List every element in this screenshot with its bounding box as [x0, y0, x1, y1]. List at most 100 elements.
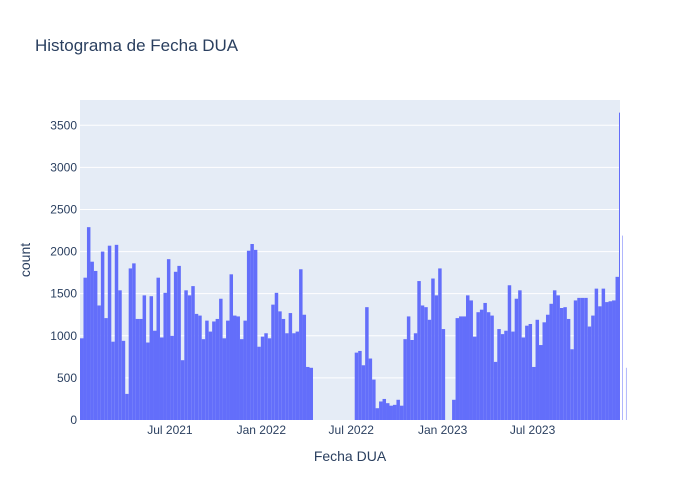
- histogram-bar: [299, 269, 303, 420]
- histogram-bar: [608, 301, 613, 420]
- histogram-bar: [615, 276, 620, 420]
- histogram-bar: [121, 340, 126, 420]
- histogram-bar: [191, 286, 195, 420]
- histogram-bar: [104, 318, 108, 420]
- histogram-bar: [601, 288, 606, 420]
- histogram-bar: [281, 318, 286, 420]
- histogram-bar: [86, 227, 91, 420]
- histogram-bar: [396, 399, 400, 420]
- histogram-bar: [180, 360, 185, 420]
- histogram-bar: [535, 319, 540, 420]
- histogram-bar: [358, 350, 362, 420]
- histogram-bar: [389, 405, 393, 420]
- histogram-bar: [111, 341, 115, 420]
- histogram-bar: [208, 331, 213, 420]
- histogram-bar: [594, 288, 599, 420]
- histogram-bar: [573, 300, 578, 420]
- histogram-bar: [379, 401, 383, 420]
- histogram-bar: [233, 315, 237, 420]
- histogram-bar: [577, 297, 581, 420]
- histogram-bar: [479, 309, 484, 420]
- histogram-bar: [142, 295, 147, 420]
- histogram-bar: [93, 270, 98, 420]
- histogram-bar: [539, 345, 543, 420]
- histogram-bar: [622, 235, 623, 420]
- histogram-bar: [500, 334, 505, 420]
- histogram-bar: [434, 295, 439, 420]
- y-tick-label: 1500: [50, 287, 77, 301]
- chart-title: Histograma de Fecha DUA: [35, 36, 239, 55]
- histogram-bar: [587, 326, 592, 420]
- histogram-bar: [205, 320, 209, 420]
- histogram-bar: [226, 320, 230, 420]
- histogram-bar: [514, 298, 519, 420]
- y-tick-label: 3000: [50, 160, 77, 174]
- y-tick-label: 1000: [50, 329, 77, 343]
- histogram-bar: [236, 316, 240, 420]
- histogram-bar: [292, 333, 296, 420]
- histogram-bar: [354, 352, 359, 420]
- histogram-bar: [507, 285, 512, 420]
- histogram-bar: [163, 292, 167, 420]
- histogram-bar: [521, 337, 526, 420]
- histogram-bar: [90, 261, 94, 420]
- x-tick-label: Jul 2023: [510, 423, 556, 437]
- histogram-bar: [107, 245, 112, 420]
- histogram-bar: [97, 305, 101, 420]
- histogram-bar: [156, 277, 160, 420]
- histogram-bar: [559, 308, 564, 420]
- histogram-bar: [114, 244, 119, 420]
- histogram-bar: [486, 312, 491, 420]
- histogram-bar: [222, 338, 227, 420]
- histogram-bar: [128, 268, 133, 420]
- histogram-bar: [612, 300, 616, 420]
- histogram-bar: [490, 315, 494, 420]
- histogram-bar: [580, 297, 585, 420]
- histogram-bar: [173, 271, 178, 420]
- histogram-bar: [406, 316, 411, 420]
- histogram-bar: [392, 404, 397, 420]
- histogram-bar: [403, 339, 407, 420]
- histogram-bar: [246, 250, 251, 420]
- histogram-bar: [511, 331, 515, 420]
- histogram-bar: [257, 346, 261, 420]
- y-axis-title: count: [17, 243, 33, 277]
- histogram-bar: [431, 278, 435, 420]
- histogram-bar: [243, 320, 247, 420]
- histogram-bar: [497, 329, 501, 420]
- histogram-bar: [285, 333, 289, 420]
- histogram-bar: [253, 249, 258, 420]
- y-tick-label: 2500: [50, 202, 77, 216]
- histogram-bar: [417, 281, 421, 420]
- histogram-bar: [552, 290, 557, 420]
- histogram-bar: [80, 338, 84, 420]
- histogram-bar: [472, 336, 477, 420]
- y-tick-label: 500: [57, 371, 77, 385]
- histogram-bar: [413, 333, 418, 420]
- histogram-bar: [420, 305, 425, 420]
- histogram-bar: [375, 408, 380, 420]
- histogram-bars: [80, 112, 627, 420]
- histogram-bar: [159, 337, 164, 420]
- histogram-bar: [260, 336, 265, 420]
- histogram-bar: [605, 302, 609, 420]
- x-tick-labels: Jul 2021 Jan 2022 Jul 2022 Jan 2023 Jul 2023: [147, 423, 555, 437]
- x-tick-label: Jan 2022: [237, 423, 287, 437]
- x-axis-title: Fecha DUA: [314, 448, 387, 464]
- histogram-bar: [215, 318, 220, 420]
- histogram-bar: [125, 393, 129, 420]
- histogram-bar: [368, 358, 373, 420]
- histogram-bar: [438, 268, 442, 420]
- histogram-bar: [525, 325, 529, 420]
- histogram-bar: [566, 318, 571, 420]
- histogram-bar: [194, 313, 199, 420]
- histogram-bar: [146, 342, 150, 420]
- histogram-bar: [556, 295, 560, 420]
- histogram-bar: [118, 290, 122, 420]
- histogram-bar: [229, 274, 234, 420]
- histogram-bar: [462, 316, 466, 420]
- histogram-bar: [504, 330, 508, 420]
- histogram-bar: [625, 367, 627, 420]
- histogram-bar: [83, 277, 87, 420]
